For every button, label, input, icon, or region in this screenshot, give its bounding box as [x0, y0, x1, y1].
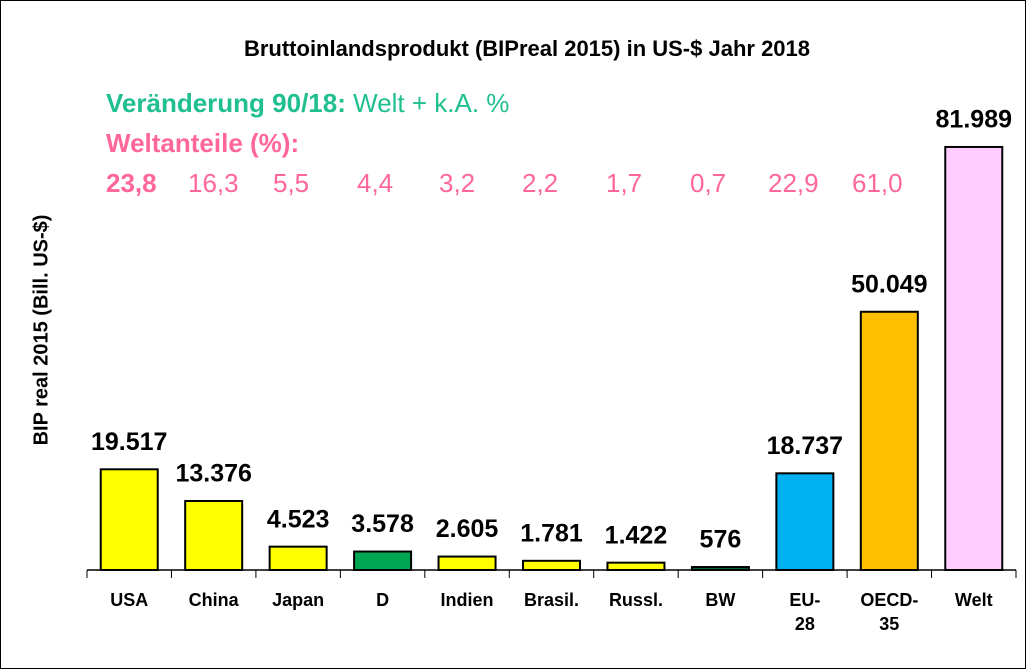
- x-tick-label-line: EU-: [789, 590, 820, 610]
- value-label: 3.578: [351, 510, 414, 538]
- x-tick-label: USA: [110, 590, 148, 610]
- x-tick-label: EU- 28: [789, 590, 820, 634]
- x-tick-label: D: [376, 590, 389, 610]
- share-value: 4,4: [357, 168, 393, 198]
- bar: [437, 555, 497, 572]
- value-label: 1.781: [520, 519, 583, 547]
- x-tick-label: Russl.: [609, 590, 663, 610]
- bar: [99, 468, 159, 572]
- share-value: 1,7: [606, 168, 642, 198]
- bar: [944, 145, 1004, 571]
- y-axis-label: BIP real 2015 (Bill. US-$): [30, 215, 52, 446]
- bar: [522, 559, 581, 571]
- value-label: 1.422: [605, 521, 668, 549]
- change-annotation: Veränderung 90/18: Welt + k.A. %: [106, 88, 509, 118]
- bar: [690, 566, 750, 571]
- chart-title: Bruttoinlandsprodukt (BIPreal 2015) in U…: [244, 36, 810, 61]
- share-value: 23,8: [106, 168, 157, 198]
- bar: [353, 550, 413, 572]
- value-label: 4.523: [267, 505, 330, 533]
- x-tick-label: Indien: [441, 590, 494, 610]
- share-value: 0,7: [690, 168, 726, 198]
- shares-label: Weltanteile (%):: [106, 128, 299, 158]
- x-tick-label-line: OECD-: [860, 590, 918, 610]
- x-tick-label-line: 35: [879, 614, 899, 634]
- change-text: Welt + k.A. %: [353, 88, 509, 118]
- value-label: 81.989: [936, 106, 1012, 134]
- x-tick-label: Japan: [272, 590, 324, 610]
- x-tick-label: Welt: [955, 590, 993, 610]
- share-value: 3,2: [439, 168, 475, 198]
- share-value: 61,0: [852, 168, 903, 198]
- x-tick-label: BW: [705, 590, 735, 610]
- x-tick-label-line: 28: [795, 614, 815, 634]
- share-value: 2,2: [522, 168, 558, 198]
- value-label: 13.376: [175, 460, 251, 488]
- share-value: 22,9: [768, 168, 819, 198]
- x-tick-label: OECD- 35: [860, 590, 918, 634]
- x-tick-label: Brasil.: [524, 590, 579, 610]
- bar: [775, 472, 835, 571]
- share-value: 5,5: [273, 168, 309, 198]
- share-value: 16,3: [188, 168, 239, 198]
- change-label: Veränderung 90/18:: [106, 88, 346, 118]
- value-label: 2.605: [436, 515, 499, 543]
- bar: [268, 545, 328, 572]
- value-label: 19.517: [91, 428, 167, 456]
- value-label: 576: [700, 526, 742, 554]
- value-label: 18.737: [767, 432, 843, 460]
- value-label: 50.049: [851, 270, 927, 298]
- bar: [859, 310, 919, 571]
- x-tick-label: China: [189, 590, 240, 610]
- bar: [606, 561, 666, 572]
- bar: [184, 499, 244, 571]
